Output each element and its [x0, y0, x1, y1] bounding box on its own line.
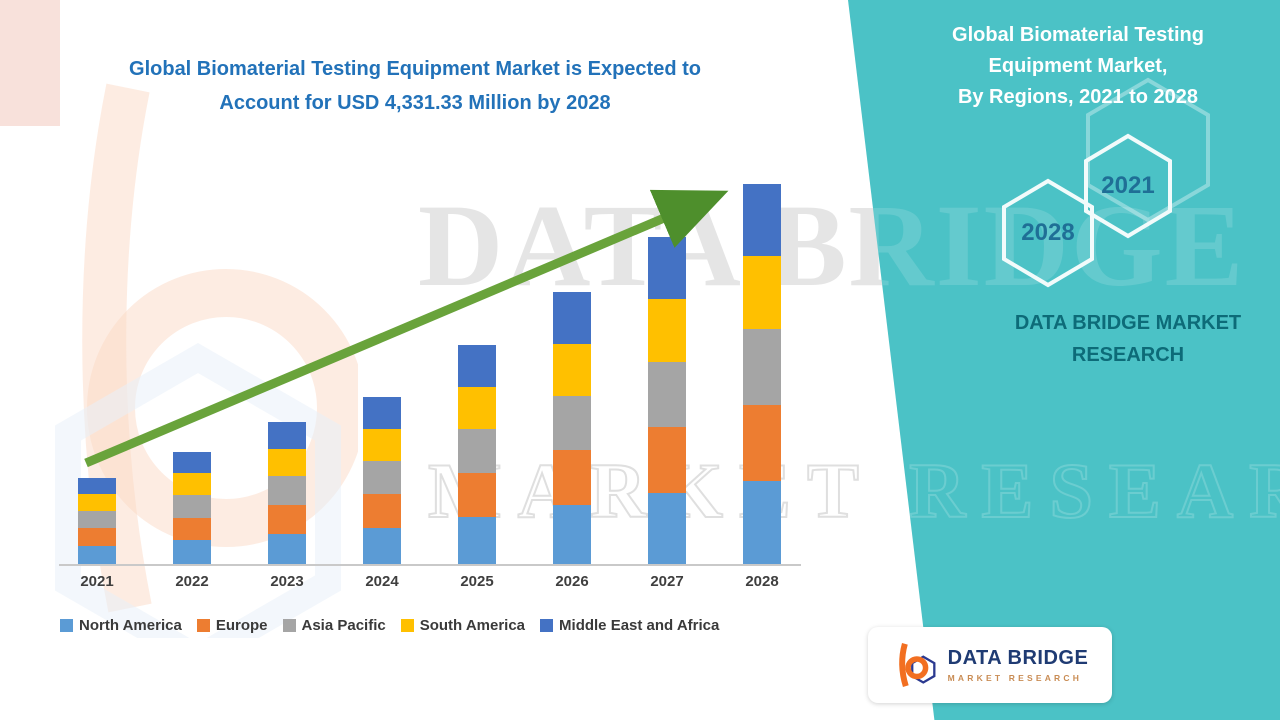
segment-asia-pacific-2026: [553, 395, 591, 451]
watermark-databridge-overlay: DATA BRIDGE: [418, 180, 1246, 311]
segment-asia-pacific-2027: [648, 361, 686, 428]
panel-title-line2: Equipment Market,: [988, 55, 1168, 77]
stacked-bar-chart: [59, 175, 800, 565]
logo-sub-text: MARKET RESEARCH: [947, 673, 1083, 683]
databridge-logo-card: DATA BRIDGE MARKET RESEARCH: [868, 627, 1112, 703]
bar-2023: [268, 422, 306, 565]
legend-label: Europe: [215, 617, 268, 634]
chart-legend: North America Europe Asia Pacific South Ame…: [60, 617, 850, 634]
x-axis-labels: 2021 2022 2023 2024 2025 2026 2027 2028: [59, 573, 800, 595]
segment-south-america-2026: [553, 343, 591, 396]
segment-north-america-2024: [363, 528, 401, 565]
segment-north-america-2027: [648, 492, 686, 565]
segment-middle-east-and-africa-2028: [743, 184, 781, 257]
bar-2021: [78, 478, 116, 565]
watermark-corner-shape: [0, 0, 60, 126]
hex-year-2021: 2021: [1101, 172, 1155, 199]
segment-south-america-2022: [173, 473, 211, 495]
legend-swatch: [196, 619, 210, 632]
right-panel: DATA BRIDGE MARKET RESEARCH Global Bioma…: [848, 0, 1280, 720]
x-label-2025: 2025: [460, 573, 494, 590]
segment-europe-2021: [78, 528, 116, 546]
bar-2025: [458, 345, 496, 565]
x-label-2026: 2026: [555, 573, 589, 590]
logo-brand-text: DATA BRIDGE: [947, 647, 1089, 669]
segment-middle-east-and-africa-2025: [458, 345, 496, 387]
logo-text: DATA BRIDGE MARKET RESEARCH: [948, 647, 1089, 683]
x-label-2028: 2028: [745, 573, 779, 590]
segment-asia-pacific-2025: [458, 428, 496, 473]
segment-south-america-2021: [78, 494, 116, 512]
legend-label: Middle East and Africa: [559, 617, 720, 634]
panel-title: Global Biomaterial Testing Equipment Mar…: [903, 20, 1253, 113]
segment-north-america-2026: [553, 504, 591, 565]
segment-asia-pacific-2028: [743, 328, 781, 405]
legend-label: North America: [79, 617, 182, 634]
segment-south-america-2023: [268, 449, 306, 477]
x-label-2024: 2024: [365, 573, 399, 590]
segment-north-america-2025: [458, 516, 496, 565]
legend-item-south-america: South America: [400, 617, 526, 634]
segment-europe-2025: [458, 472, 496, 517]
segment-europe-2024: [363, 494, 401, 529]
legend-item-north-america: North America: [60, 617, 182, 634]
segment-europe-2026: [553, 450, 591, 505]
bar-2028: [743, 184, 781, 565]
legend-item-middle-east-and-africa: Middle East and Africa: [540, 617, 719, 634]
x-label-2023: 2023: [270, 573, 304, 590]
hex-year-2028: 2028: [1021, 219, 1075, 246]
x-label-2021: 2021: [80, 573, 114, 590]
segment-middle-east-and-africa-2021: [78, 478, 116, 495]
segment-south-america-2027: [648, 299, 686, 362]
legend-swatch: [540, 619, 554, 632]
chart-title-line1: Global Biomaterial Testing Equipment Mar…: [129, 58, 701, 80]
databridge-logo-icon: [898, 643, 936, 688]
legend-swatch: [400, 619, 414, 632]
bar-2024: [363, 397, 401, 565]
x-label-2022: 2022: [175, 573, 209, 590]
segment-south-america-2025: [458, 386, 496, 429]
chart-title: Global Biomaterial Testing Equipment Mar…: [60, 52, 770, 120]
legend-swatch: [282, 619, 296, 632]
segment-south-america-2028: [743, 256, 781, 329]
bar-2022: [173, 452, 211, 565]
segment-asia-pacific-2024: [363, 460, 401, 495]
segment-middle-east-and-africa-2023: [268, 422, 306, 450]
segment-middle-east-and-africa-2027: [648, 236, 686, 300]
segment-asia-pacific-2023: [268, 476, 306, 505]
segment-north-america-2022: [173, 540, 211, 565]
segment-north-america-2028: [743, 481, 781, 565]
panel-title-line1: Global Biomaterial Testing: [952, 24, 1204, 46]
bar-2026: [553, 291, 591, 565]
panel-title-line3: By Regions, 2021 to 2028: [957, 86, 1199, 108]
chart-title-line2: Account for USD 4,331.33 Million by 2028: [219, 92, 611, 114]
segment-south-america-2024: [363, 428, 401, 461]
segment-europe-2023: [268, 504, 306, 534]
legend-label: Asia Pacific: [301, 617, 386, 634]
segment-middle-east-and-africa-2024: [363, 397, 401, 429]
legend-label: South America: [419, 617, 526, 634]
panel-brand-line2: RESEARCH: [1071, 344, 1185, 366]
segment-europe-2028: [743, 405, 781, 482]
x-axis-line: [59, 564, 801, 566]
segment-north-america-2021: [78, 545, 116, 565]
legend-item-europe: Europe: [196, 617, 268, 634]
segment-europe-2022: [173, 517, 211, 541]
watermark-marketresearch-overlay: MARKET RESEARCH: [848, 446, 1280, 535]
segment-middle-east-and-africa-2022: [173, 452, 211, 474]
hexagon-badges: [1002, 77, 1210, 288]
segment-north-america-2023: [268, 533, 306, 565]
legend-item-asia-pacific: Asia Pacific: [282, 617, 386, 634]
panel-brand-line1: DATA BRIDGE MARKET: [1014, 312, 1242, 334]
segment-asia-pacific-2021: [78, 511, 116, 529]
x-label-2027: 2027: [650, 573, 684, 590]
bar-2027: [648, 236, 686, 565]
segment-middle-east-and-africa-2026: [553, 291, 591, 344]
segment-europe-2027: [648, 427, 686, 493]
segment-asia-pacific-2022: [173, 494, 211, 518]
legend-swatch: [60, 619, 73, 632]
